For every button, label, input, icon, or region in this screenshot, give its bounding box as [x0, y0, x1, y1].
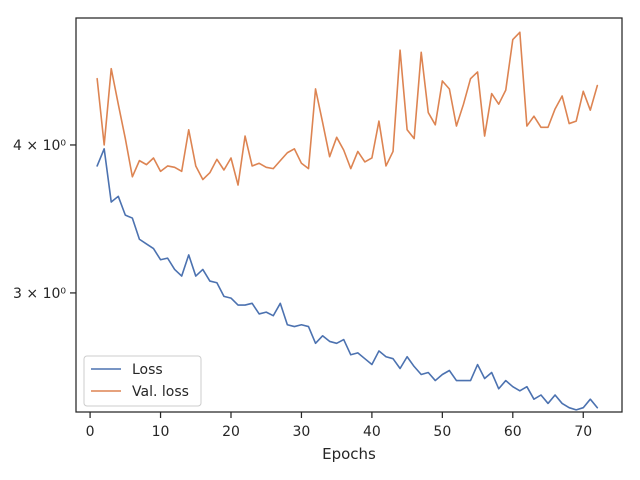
x-tick-label: 70 — [574, 424, 592, 440]
x-tick-label: 10 — [152, 424, 170, 440]
x-axis-label: Epochs — [322, 445, 376, 463]
x-tick-label: 40 — [363, 424, 381, 440]
x-tick-label: 30 — [293, 424, 311, 440]
legend-label-loss: Loss — [132, 362, 163, 378]
plot-frame — [75, 17, 623, 413]
y-tick-label: 3 × 10⁰ — [13, 286, 66, 302]
plot-area-background — [76, 18, 622, 412]
series-line-val-loss — [96, 31, 599, 186]
series-layer — [96, 31, 599, 411]
x-tick-label: 60 — [504, 424, 522, 440]
series-line-loss — [96, 148, 599, 411]
x-tick-label: 0 — [86, 424, 95, 440]
x-tick-label: 50 — [433, 424, 451, 440]
y-tick-label: 4 × 10⁰ — [13, 138, 66, 154]
legend: Loss Val. loss — [83, 355, 202, 407]
y-axis-ticks: 3 × 10⁰ 4 × 10⁰ — [13, 138, 76, 302]
x-tick-label: 20 — [222, 424, 240, 440]
x-axis-ticks: 0 10 20 30 40 50 60 70 — [86, 412, 592, 440]
legend-label-val-loss: Val. loss — [132, 384, 189, 400]
